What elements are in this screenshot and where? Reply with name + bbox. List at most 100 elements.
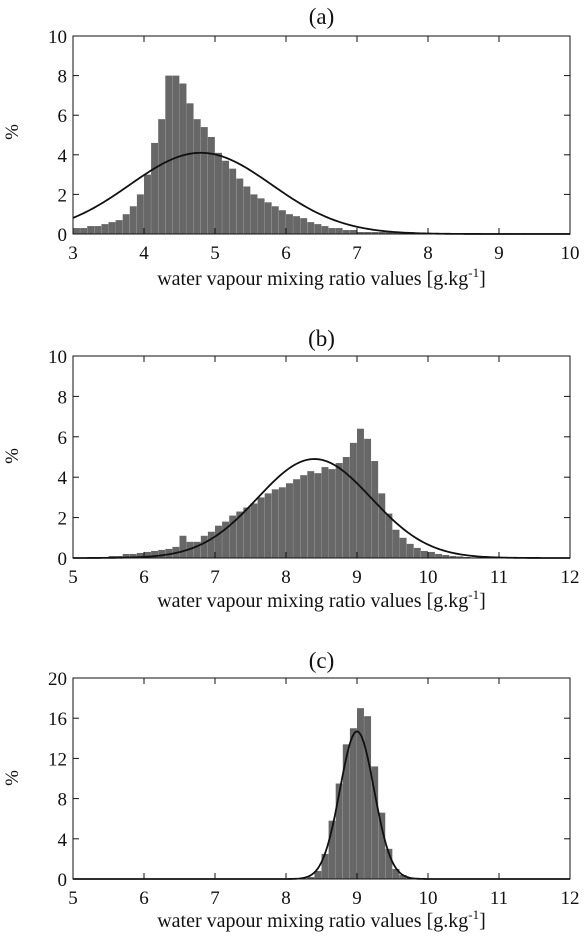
chart-panel-a: (a) 3 4 5 6 7 8 9 10 0 2 4 6 8 10 water vapour mixing r… — [2, 4, 580, 290]
histogram-bar — [215, 152, 222, 234]
histogram-bar — [456, 556, 464, 558]
histogram-bar — [278, 487, 286, 558]
histogram-bars — [307, 708, 421, 880]
histogram-bar — [342, 230, 350, 234]
x-axis-title-main: water vapour mixing ratio values [g.kg — [157, 268, 468, 290]
histogram-bar — [215, 525, 222, 558]
histogram-bar — [300, 218, 308, 234]
histogram-bar — [172, 75, 180, 234]
x-tick-label: 11 — [490, 888, 508, 909]
x-axis-title-superscript: -1 — [468, 265, 479, 280]
x-tick-label: 10 — [419, 567, 438, 588]
histogram-bar — [342, 457, 350, 558]
histogram-bar — [129, 206, 137, 234]
x-tick-label: 5 — [210, 243, 220, 264]
histogram-bar — [385, 232, 393, 234]
x-tick-label: 7 — [210, 567, 220, 588]
histogram-bar — [357, 232, 364, 234]
panel-title-b: (b) — [308, 326, 335, 351]
panel-title-c: (c) — [309, 648, 335, 673]
x-tick-label: 8 — [281, 567, 291, 588]
y-tick-label: 0 — [58, 549, 68, 570]
histogram-bar — [314, 473, 322, 558]
histogram-bar — [335, 463, 343, 558]
y-tick-label: 2 — [58, 185, 68, 206]
x-tick-label: 8 — [423, 243, 433, 264]
histogram-bar — [136, 194, 144, 234]
x-axis-title: water vapour mixing ratio values [g.kg-1… — [157, 907, 486, 932]
x-tick-label: 7 — [352, 243, 362, 264]
histogram-bar — [222, 521, 230, 558]
x-tick-label: 9 — [494, 243, 504, 264]
x-tick-label: 4 — [139, 243, 149, 264]
x-tick-label: 12 — [561, 888, 580, 909]
x-axis-title-suffix: ] — [479, 590, 486, 612]
histogram-bar — [293, 479, 301, 558]
y-tick-label: 4 — [58, 146, 68, 167]
x-axis-title: water vapour mixing ratio values [g.kg-1… — [157, 587, 486, 612]
histogram-bar — [413, 547, 421, 558]
x-tick-label: 9 — [352, 888, 362, 909]
x-axis-title: water vapour mixing ratio values [g.kg-1… — [157, 265, 486, 290]
y-tick-label: 12 — [48, 749, 67, 770]
histogram-bar — [463, 556, 471, 558]
histogram-bar — [435, 553, 443, 558]
x-tick-label: 5 — [68, 567, 78, 588]
histogram-bar — [229, 515, 237, 558]
histogram-bar — [342, 744, 350, 879]
histogram-bar — [385, 848, 393, 879]
x-tick-label: 8 — [281, 888, 291, 909]
histogram-bar — [151, 142, 159, 234]
x-tick-label: 6 — [139, 567, 149, 588]
y-tick-label: 8 — [58, 790, 68, 811]
histogram-bar — [428, 551, 435, 558]
histogram-bar — [314, 870, 322, 879]
y-tick-label: 6 — [58, 428, 68, 449]
x-tick-label: 6 — [281, 243, 291, 264]
histogram-bar — [158, 119, 166, 234]
histogram-bar — [449, 555, 457, 558]
histogram-bar — [378, 812, 386, 879]
histogram-bar — [243, 186, 251, 234]
histogram-bar — [271, 489, 279, 558]
histogram-bar — [108, 222, 116, 234]
histogram-bar — [286, 483, 293, 558]
y-tick-label: 4 — [58, 468, 68, 489]
histogram-bar — [378, 232, 386, 234]
histogram-bar — [151, 550, 159, 558]
histogram-bar — [73, 228, 80, 234]
histogram-bar — [392, 868, 400, 879]
histogram-bar — [399, 537, 407, 558]
y-tick-label: 6 — [58, 106, 68, 127]
histogram-bar — [165, 75, 173, 234]
histogram-bar — [257, 497, 265, 558]
histogram-bar — [335, 228, 343, 234]
histogram-bar — [80, 228, 88, 234]
x-tick-label: 3 — [68, 243, 78, 264]
histogram-bar — [236, 178, 244, 234]
histogram-bar — [250, 194, 258, 234]
histogram-bar — [371, 461, 379, 558]
y-tick-label: 8 — [58, 67, 68, 88]
histogram-bar — [158, 549, 166, 558]
histogram-bar — [115, 220, 123, 234]
histogram-bar — [94, 226, 102, 234]
histogram-bar — [193, 541, 201, 558]
histogram-bar — [357, 708, 364, 879]
histogram-bars — [73, 75, 570, 235]
histogram-bar — [442, 554, 450, 558]
histogram-bar — [278, 210, 286, 234]
histogram-bar — [349, 442, 357, 558]
y-tick-label: 10 — [48, 27, 67, 48]
histogram-bar — [307, 471, 315, 558]
histogram-bar — [328, 228, 336, 234]
panel-title-a: (a) — [309, 4, 335, 29]
x-axis-title-main: water vapour mixing ratio values [g.kg — [157, 590, 468, 612]
histogram-bar — [364, 716, 372, 879]
x-tick-label: 12 — [561, 567, 580, 588]
histogram-bar — [122, 214, 130, 234]
histogram-bar — [364, 438, 372, 558]
x-axis-title-superscript: -1 — [468, 587, 479, 602]
histogram-bars — [108, 428, 478, 558]
y-axis-title: % — [2, 448, 23, 464]
